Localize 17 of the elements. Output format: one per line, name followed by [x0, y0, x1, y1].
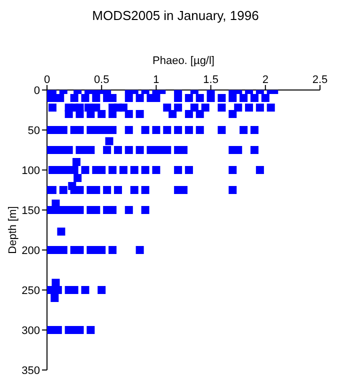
y-tick-label: 250: [22, 284, 40, 297]
x-tick-label: 2.5: [312, 74, 328, 86]
y-tick-label: 300: [22, 324, 40, 337]
x-tick-label: 1.5: [203, 74, 218, 86]
y-tick-label: 350: [22, 364, 40, 377]
y-tick-label: 100: [22, 164, 40, 177]
y-tick-label: 150: [22, 204, 40, 217]
chart-title: MODS2005 in January, 1996: [91, 8, 260, 23]
y-tick-label: 0: [34, 84, 40, 97]
x-axis-title: Phaeo. [µg/l]: [152, 55, 214, 67]
y-tick-label: 50: [28, 124, 40, 137]
x-tick-label: 2: [262, 74, 268, 86]
y-tick-label: 200: [22, 244, 40, 257]
x-tick-label: 0.5: [94, 74, 110, 86]
y-axis-title: Depth [m]: [6, 206, 19, 254]
x-tick-label: 0: [44, 74, 50, 86]
x-tick-label: 1: [153, 74, 160, 86]
